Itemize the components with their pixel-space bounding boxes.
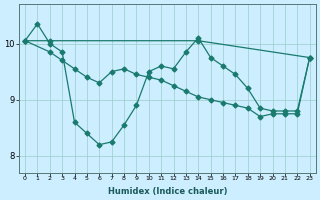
X-axis label: Humidex (Indice chaleur): Humidex (Indice chaleur)	[108, 187, 227, 196]
